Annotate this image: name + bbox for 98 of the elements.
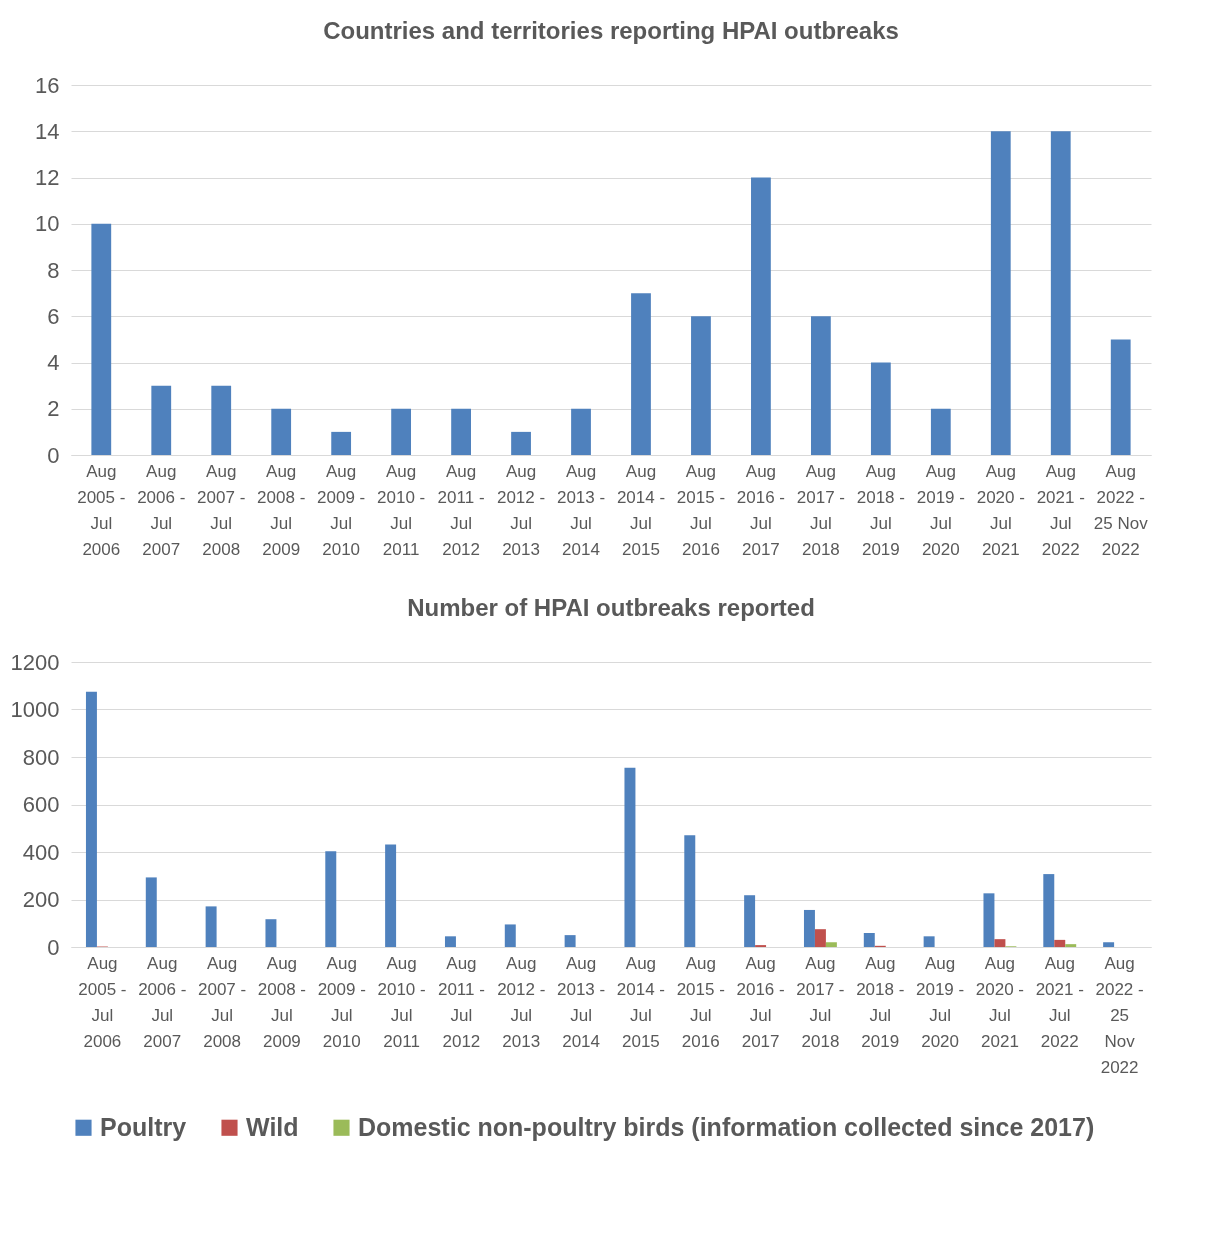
x-tick-label: Aug 2022 - 25 Nov 2022 bbox=[1095, 953, 1144, 1077]
bar bbox=[814, 929, 826, 947]
y-tick-label: 12 bbox=[35, 165, 60, 190]
y-tick-label: 0 bbox=[47, 442, 60, 468]
bar bbox=[870, 362, 891, 455]
bar bbox=[211, 385, 232, 455]
y-tick-label: 10 bbox=[35, 211, 60, 237]
bar bbox=[990, 131, 1011, 455]
x-tick-label: Aug 2008 - Jul 2009 bbox=[257, 953, 307, 1051]
legend-label: Domestic non-poultry birds (information collected since 2017) bbox=[358, 1112, 1095, 1141]
x-tick-label: Aug 2022 - 25 Nov 2022 bbox=[1093, 461, 1149, 559]
bar bbox=[571, 408, 591, 455]
x-tick-label: Aug 2014 - Jul 2015 bbox=[616, 461, 666, 559]
x-tick-label: Aug 2007 - Jul 2008 bbox=[197, 953, 247, 1051]
bar bbox=[151, 385, 172, 455]
y-tick-label: 600 bbox=[22, 792, 60, 817]
bar bbox=[564, 935, 576, 947]
bar bbox=[331, 431, 352, 455]
chart-title: Number of HPAI outbreaks reported bbox=[407, 594, 815, 621]
y-tick-label: 14 bbox=[35, 118, 60, 144]
x-tick-label: Aug 2005 - Jul 2006 bbox=[78, 953, 127, 1051]
bar bbox=[504, 924, 516, 947]
y-tick-label: 4 bbox=[47, 350, 60, 375]
bar bbox=[1050, 131, 1071, 455]
x-tick-label: Aug 2006 - Jul 2007 bbox=[137, 461, 186, 559]
x-tick-label: Aug 2016 - Jul 2017 bbox=[736, 953, 785, 1051]
x-tick-label: Aug 2007 - Jul 2008 bbox=[197, 461, 246, 559]
bar bbox=[511, 431, 531, 455]
bar bbox=[85, 691, 97, 947]
bar bbox=[385, 844, 397, 947]
bar bbox=[91, 223, 112, 455]
x-tick-label: Aug 2014 - Jul 2015 bbox=[616, 953, 666, 1051]
x-tick-label: Aug 2021 - Jul 2022 bbox=[1036, 461, 1085, 559]
y-tick-label: 400 bbox=[22, 839, 60, 865]
y-tick-label: 0 bbox=[47, 934, 60, 960]
y-tick-label: 1200 bbox=[10, 649, 60, 675]
x-tick-label: Aug 2010 - Jul 2011 bbox=[377, 461, 426, 559]
legend-label: Wild bbox=[246, 1112, 299, 1141]
bar bbox=[205, 906, 217, 947]
bar bbox=[145, 877, 157, 947]
bar bbox=[751, 177, 771, 455]
x-tick-label: Aug 2021 - Jul 2022 bbox=[1035, 953, 1084, 1051]
y-tick-label: 800 bbox=[22, 744, 60, 770]
x-tick-label: Aug 2013 - Jul 2014 bbox=[556, 461, 606, 559]
y-tick-label: 1000 bbox=[10, 697, 60, 722]
bar bbox=[994, 939, 1006, 947]
bar bbox=[923, 936, 935, 947]
bar bbox=[444, 936, 456, 947]
x-tick-label: Aug 2012 - Jul 2013 bbox=[497, 953, 546, 1051]
bar bbox=[624, 767, 636, 947]
x-tick-label: Aug 2011 - Jul 2012 bbox=[437, 461, 485, 559]
x-tick-label: Aug 2010 - Jul 2011 bbox=[377, 953, 426, 1051]
bar bbox=[1054, 939, 1066, 947]
x-tick-label: Aug 2009 - Jul 2010 bbox=[317, 953, 366, 1051]
bar bbox=[744, 895, 756, 947]
y-tick-label: 8 bbox=[47, 257, 60, 283]
chart-title: Countries and territories reporting HPAI outbreaks bbox=[323, 17, 899, 44]
bar bbox=[1110, 339, 1131, 455]
x-tick-label: Aug 2012 - Jul 2013 bbox=[496, 461, 546, 559]
bar bbox=[451, 408, 471, 455]
x-tick-label: Aug 2020 - Jul 2021 bbox=[975, 953, 1025, 1051]
x-tick-label: Aug 2015 - Jul 2016 bbox=[676, 461, 726, 559]
bar bbox=[631, 293, 651, 455]
x-tick-label: Aug 2019 - Jul 2020 bbox=[916, 461, 965, 559]
y-tick-label: 2 bbox=[47, 396, 60, 422]
bar bbox=[1103, 942, 1115, 947]
x-tick-label: Aug 2009 - Jul 2010 bbox=[317, 461, 366, 559]
y-tick-label: 16 bbox=[35, 72, 60, 98]
x-tick-label: Aug 2018 - Jul 2019 bbox=[856, 461, 905, 559]
bar bbox=[825, 942, 837, 947]
x-tick-label: Aug 2006 - Jul 2007 bbox=[138, 953, 187, 1051]
x-tick-label: Aug 2005 - Jul 2006 bbox=[77, 461, 126, 559]
x-tick-label: Aug 2015 - Jul 2016 bbox=[676, 953, 725, 1051]
bar bbox=[325, 851, 337, 947]
x-tick-label: Aug 2018 - Jul 2019 bbox=[856, 953, 905, 1051]
x-tick-label: Aug 2011 - Jul 2012 bbox=[437, 953, 485, 1051]
bar bbox=[691, 316, 711, 455]
bar bbox=[930, 408, 951, 455]
x-tick-label: Aug 2017 - Jul 2018 bbox=[796, 461, 845, 559]
bar bbox=[1043, 874, 1055, 947]
bar bbox=[1065, 944, 1077, 947]
bar bbox=[810, 316, 831, 455]
x-tick-label: Aug 2016 - Jul 2017 bbox=[736, 461, 786, 559]
y-tick-label: 200 bbox=[22, 887, 60, 912]
y-tick-label: 6 bbox=[47, 303, 60, 329]
legend-label: Poultry bbox=[100, 1112, 187, 1141]
bar bbox=[391, 408, 412, 455]
bar bbox=[863, 932, 875, 947]
x-tick-label: Aug 2020 - Jul 2021 bbox=[976, 461, 1025, 559]
bar bbox=[271, 408, 292, 455]
x-tick-label: Aug 2019 - Jul 2020 bbox=[915, 953, 965, 1051]
x-tick-label: Aug 2013 - Jul 2014 bbox=[556, 953, 606, 1051]
bar bbox=[983, 893, 995, 947]
bar bbox=[684, 835, 696, 947]
x-tick-label: Aug 2008 - Jul 2009 bbox=[257, 461, 306, 559]
bar bbox=[265, 919, 277, 947]
bar bbox=[803, 909, 815, 947]
x-tick-label: Aug 2017 - Jul 2018 bbox=[796, 953, 845, 1051]
